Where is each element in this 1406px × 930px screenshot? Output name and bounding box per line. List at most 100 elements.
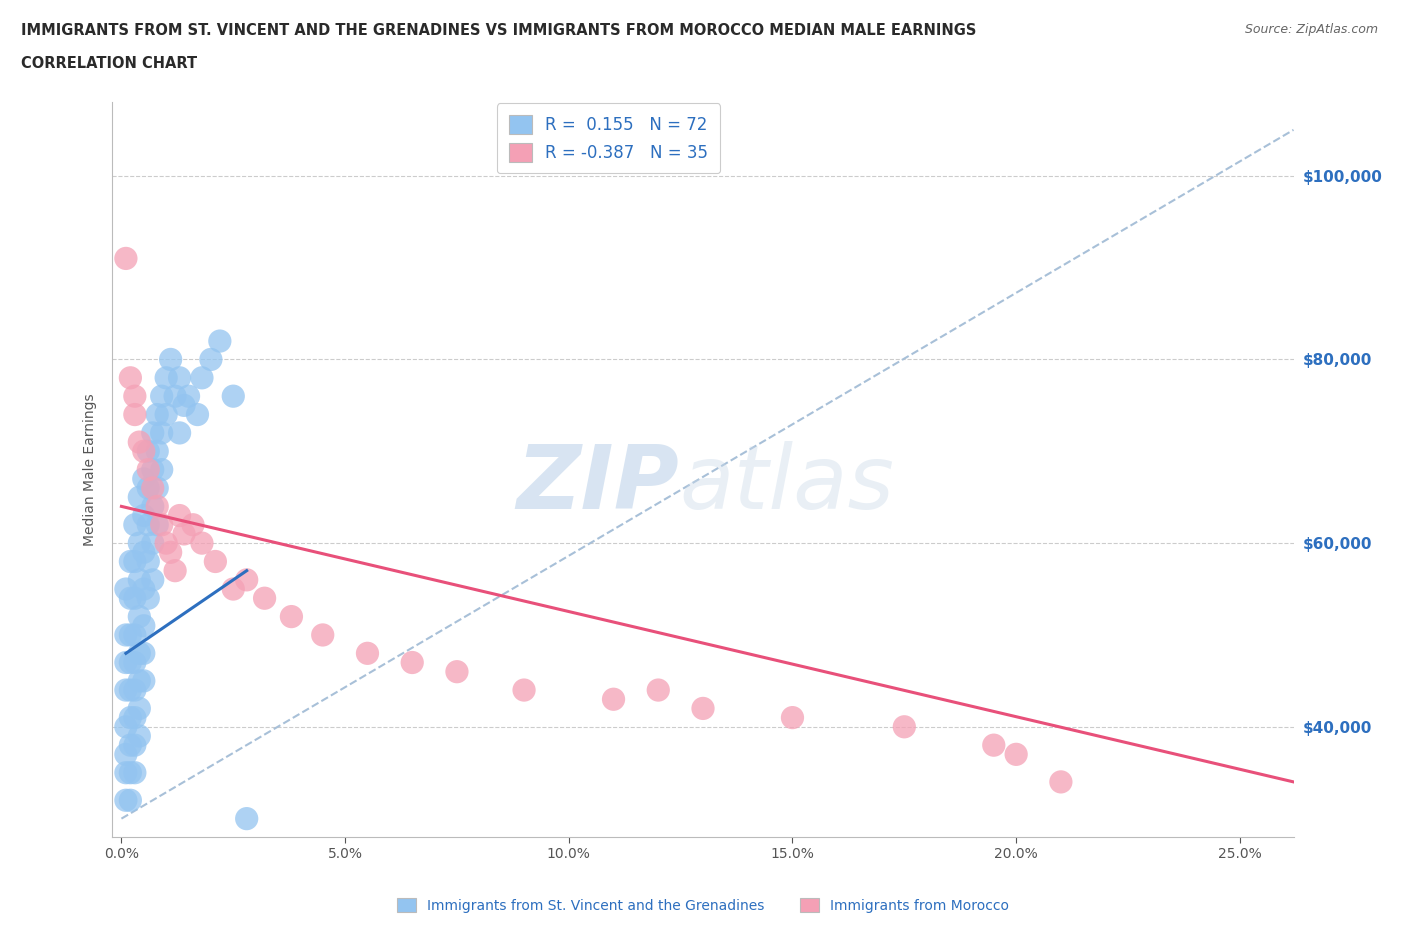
Text: IMMIGRANTS FROM ST. VINCENT AND THE GRENADINES VS IMMIGRANTS FROM MOROCCO MEDIAN: IMMIGRANTS FROM ST. VINCENT AND THE GREN… bbox=[21, 23, 976, 38]
Point bbox=[200, 352, 222, 367]
Point bbox=[115, 720, 138, 735]
Point bbox=[120, 683, 142, 698]
Point bbox=[142, 425, 165, 440]
Text: CORRELATION CHART: CORRELATION CHART bbox=[21, 56, 197, 71]
Point bbox=[120, 554, 142, 569]
Point bbox=[115, 747, 138, 762]
Point bbox=[191, 536, 214, 551]
Point bbox=[602, 692, 624, 707]
Point bbox=[173, 398, 195, 413]
Point bbox=[191, 370, 214, 385]
Point bbox=[128, 490, 150, 505]
Point bbox=[177, 389, 200, 404]
Point bbox=[782, 711, 804, 725]
Point bbox=[146, 407, 169, 422]
Point bbox=[120, 737, 142, 752]
Point bbox=[155, 536, 177, 551]
Point bbox=[253, 591, 276, 605]
Point bbox=[120, 711, 142, 725]
Point bbox=[155, 370, 177, 385]
Point bbox=[150, 517, 173, 532]
Point bbox=[128, 434, 150, 449]
Point bbox=[124, 711, 146, 725]
Point bbox=[142, 572, 165, 588]
Point bbox=[692, 701, 714, 716]
Point bbox=[128, 536, 150, 551]
Point bbox=[120, 655, 142, 670]
Point bbox=[312, 628, 335, 643]
Point bbox=[181, 517, 204, 532]
Point bbox=[136, 481, 159, 496]
Point bbox=[136, 554, 159, 569]
Point bbox=[132, 472, 155, 486]
Text: Source: ZipAtlas.com: Source: ZipAtlas.com bbox=[1244, 23, 1378, 36]
Point bbox=[150, 389, 173, 404]
Point bbox=[136, 462, 159, 477]
Point bbox=[142, 536, 165, 551]
Point bbox=[115, 683, 138, 698]
Point bbox=[120, 591, 142, 605]
Legend: Immigrants from St. Vincent and the Grenadines, Immigrants from Morocco: Immigrants from St. Vincent and the Gren… bbox=[391, 893, 1015, 919]
Point bbox=[204, 554, 226, 569]
Point bbox=[136, 517, 159, 532]
Point bbox=[186, 407, 208, 422]
Point bbox=[124, 655, 146, 670]
Point bbox=[132, 618, 155, 633]
Point bbox=[115, 765, 138, 780]
Point bbox=[120, 765, 142, 780]
Point bbox=[124, 765, 146, 780]
Point bbox=[356, 646, 378, 661]
Point bbox=[146, 517, 169, 532]
Point bbox=[115, 628, 138, 643]
Point bbox=[128, 728, 150, 743]
Point bbox=[235, 572, 257, 588]
Point bbox=[146, 481, 169, 496]
Point bbox=[222, 581, 245, 596]
Point bbox=[120, 370, 142, 385]
Point bbox=[124, 737, 146, 752]
Point bbox=[120, 792, 142, 807]
Point bbox=[132, 508, 155, 523]
Point bbox=[124, 683, 146, 698]
Point bbox=[115, 655, 138, 670]
Point bbox=[146, 444, 169, 458]
Point bbox=[169, 370, 191, 385]
Text: ZIP: ZIP bbox=[516, 441, 679, 528]
Point bbox=[132, 673, 155, 688]
Point bbox=[150, 462, 173, 477]
Point bbox=[446, 664, 468, 679]
Point bbox=[222, 389, 245, 404]
Point bbox=[401, 655, 423, 670]
Point bbox=[128, 701, 150, 716]
Point bbox=[132, 581, 155, 596]
Point bbox=[136, 444, 159, 458]
Point bbox=[280, 609, 302, 624]
Point bbox=[1005, 747, 1028, 762]
Point bbox=[136, 591, 159, 605]
Point bbox=[169, 508, 191, 523]
Point bbox=[155, 407, 177, 422]
Point bbox=[893, 720, 915, 735]
Point bbox=[124, 517, 146, 532]
Point bbox=[142, 481, 165, 496]
Point bbox=[128, 673, 150, 688]
Point bbox=[235, 811, 257, 826]
Point bbox=[142, 462, 165, 477]
Point bbox=[142, 498, 165, 513]
Point bbox=[132, 545, 155, 560]
Point bbox=[132, 444, 155, 458]
Point bbox=[165, 389, 187, 404]
Text: atlas: atlas bbox=[679, 442, 894, 527]
Point bbox=[983, 737, 1005, 752]
Point bbox=[124, 591, 146, 605]
Point bbox=[124, 389, 146, 404]
Point bbox=[128, 572, 150, 588]
Point bbox=[647, 683, 669, 698]
Point bbox=[150, 425, 173, 440]
Point bbox=[128, 609, 150, 624]
Point bbox=[146, 498, 169, 513]
Point bbox=[115, 251, 138, 266]
Point bbox=[124, 554, 146, 569]
Point bbox=[124, 407, 146, 422]
Point bbox=[159, 545, 181, 560]
